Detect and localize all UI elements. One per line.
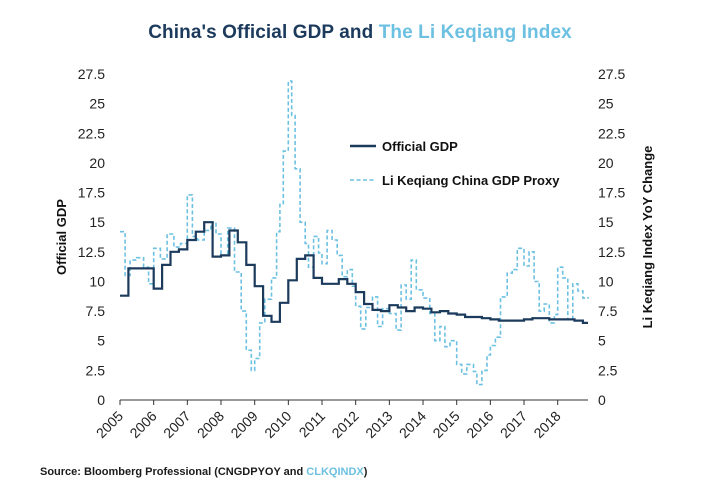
x-tick-label: 2014	[396, 408, 429, 441]
legend-label-li-keqiang: Li Keqiang China GDP Proxy	[382, 173, 560, 188]
y-tick-label-right: 12.5	[598, 244, 625, 260]
chart-title-part2: The Li Keqiang Index	[378, 22, 572, 43]
x-tick-label: 2009	[227, 408, 260, 441]
y-tick-label-left: 10	[89, 273, 105, 289]
x-tick-label: 2012	[328, 408, 361, 441]
y-tick-label-left: 12.5	[78, 244, 105, 260]
source-note: Source: Bloomberg Professional (CNGDPYOY…	[40, 466, 367, 478]
y-tick-label-right: 0	[598, 392, 606, 408]
y-tick-label-left: 20	[89, 155, 105, 171]
y-axis-label-left: Official GDP	[54, 199, 69, 275]
legend: Official GDP Li Keqiang China GDP Proxy	[350, 139, 560, 188]
x-tick-label: 2008	[194, 408, 227, 441]
legend-label-official-gdp: Official GDP	[382, 139, 458, 154]
y-tick-label-left: 0	[97, 392, 105, 408]
x-tick-label: 2016	[463, 408, 496, 441]
y-tick-label-right: 20	[598, 155, 614, 171]
source-code: CLKQINDX	[306, 466, 364, 478]
x-tick-label: 2018	[530, 408, 563, 441]
left-axis-ticks: 0 2.5 5 7.5 10 12.5 15 17.5 20 22.5 25 27.5	[78, 66, 105, 408]
x-axis-ticks: 2005 2006 2007 2008 2009 2010 2011 2012 2013 2014…	[93, 400, 564, 441]
x-tick-label: 2011	[296, 408, 329, 441]
x-tick-label: 2007	[160, 408, 193, 441]
y-tick-label-left: 17.5	[78, 185, 105, 201]
y-tick-label-right: 15	[598, 214, 614, 230]
x-tick-label: 2010	[261, 408, 294, 441]
chart-title: China's Official GDP and The Li Keqiang …	[0, 22, 720, 44]
source-suffix: )	[363, 466, 368, 478]
chart-title-part1: China's Official GDP and	[148, 22, 379, 43]
y-tick-label-right: 10	[598, 273, 614, 289]
x-tick-label: 2017	[497, 408, 530, 441]
y-tick-label-left: 15	[89, 214, 105, 230]
y-tick-label-left: 25	[89, 96, 105, 112]
y-tick-label-left: 5	[97, 333, 105, 349]
y-tick-label-right: 25	[598, 96, 614, 112]
series-line-li-keqiang	[120, 80, 589, 386]
y-axis-label-right: Li Keqiang Index YoY Change	[640, 146, 655, 329]
y-tick-label-right: 22.5	[598, 125, 625, 141]
x-tick-label: 2006	[126, 408, 159, 441]
y-tick-label-left: 2.5	[86, 362, 106, 378]
y-tick-label-right: 17.5	[598, 185, 625, 201]
y-tick-label-right: 5	[598, 333, 606, 349]
x-tick-label: 2013	[362, 408, 395, 441]
y-tick-label-left: 27.5	[78, 66, 105, 82]
y-tick-label-right: 7.5	[598, 303, 618, 319]
y-tick-label-right: 2.5	[598, 362, 618, 378]
right-axis-ticks: 0 2.5 5 7.5 10 12.5 15 17.5 20 22.5 25 27.5	[598, 66, 625, 408]
y-tick-label-left: 7.5	[86, 303, 106, 319]
y-tick-label-right: 27.5	[598, 66, 625, 82]
x-tick-label: 2005	[93, 408, 126, 441]
source-prefix: Source: Bloomberg Professional (CNGDPYOY…	[40, 466, 307, 478]
x-tick-label: 2015	[429, 408, 462, 441]
series-line-official-gdp	[120, 221, 588, 324]
y-tick-label-left: 22.5	[78, 125, 105, 141]
